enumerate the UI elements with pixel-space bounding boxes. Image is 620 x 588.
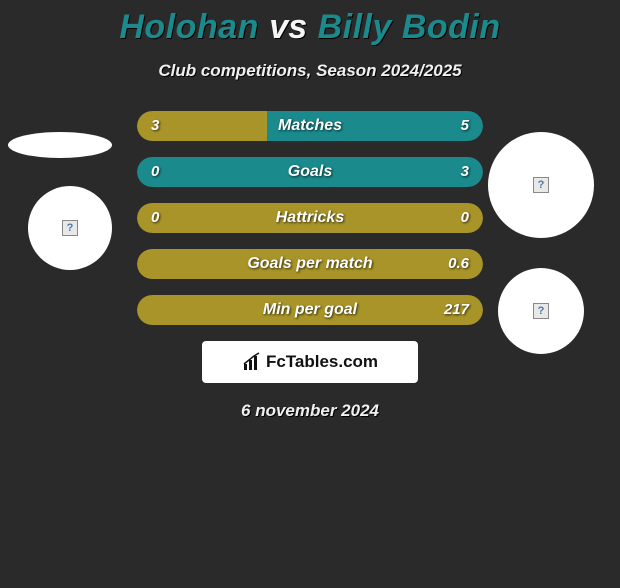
subtitle: Club competitions, Season 2024/2025 xyxy=(0,61,620,81)
bar-right-value: 0 xyxy=(461,203,469,233)
placeholder-icon: ? xyxy=(62,220,78,236)
bar-right-fill xyxy=(137,295,483,325)
placeholder-icon: ? xyxy=(533,303,549,319)
brand-rest: Tables.com xyxy=(286,352,378,371)
bar-left-value: 0 xyxy=(151,203,159,233)
date-text: 6 november 2024 xyxy=(0,401,620,421)
bar-right-value: 0.6 xyxy=(448,249,469,279)
brand-prefix: Fc xyxy=(266,352,286,371)
bar-right-fill xyxy=(137,157,483,187)
bar-right-value: 217 xyxy=(444,295,469,325)
placeholder-icon: ? xyxy=(533,177,549,193)
avatar-placeholder-right-top: ? xyxy=(488,132,594,238)
chart-area: ? ? ? 35Matches03Goals00Hattricks0.6Goal… xyxy=(0,111,620,421)
bar-chart-icon xyxy=(242,352,262,372)
bar-row: 03Goals xyxy=(137,157,483,187)
player1-name: Holohan xyxy=(119,8,258,46)
bar-left-value: 0 xyxy=(151,157,159,187)
bar-right-value: 5 xyxy=(461,111,469,141)
bar-right-fill xyxy=(267,111,483,141)
bar-left-value: 3 xyxy=(151,111,159,141)
footer-logo: FcTables.com xyxy=(202,341,418,383)
avatar-placeholder-ellipse xyxy=(8,132,112,158)
avatar-placeholder-left: ? xyxy=(28,186,112,270)
bar-left-fill xyxy=(137,203,483,233)
comparison-bars: 35Matches03Goals00Hattricks0.6Goals per … xyxy=(137,111,483,325)
bar-row: 35Matches xyxy=(137,111,483,141)
avatar-placeholder-right-bottom: ? xyxy=(498,268,584,354)
bar-row: 0.6Goals per match xyxy=(137,249,483,279)
player2-name: Billy Bodin xyxy=(318,8,501,46)
bar-row: 00Hattricks xyxy=(137,203,483,233)
bar-right-value: 3 xyxy=(461,157,469,187)
bar-right-fill xyxy=(137,249,483,279)
comparison-title: Holohan vs Billy Bodin xyxy=(0,8,620,47)
brand-text: FcTables.com xyxy=(266,352,378,372)
vs-text: vs xyxy=(269,8,307,46)
bar-row: 217Min per goal xyxy=(137,295,483,325)
